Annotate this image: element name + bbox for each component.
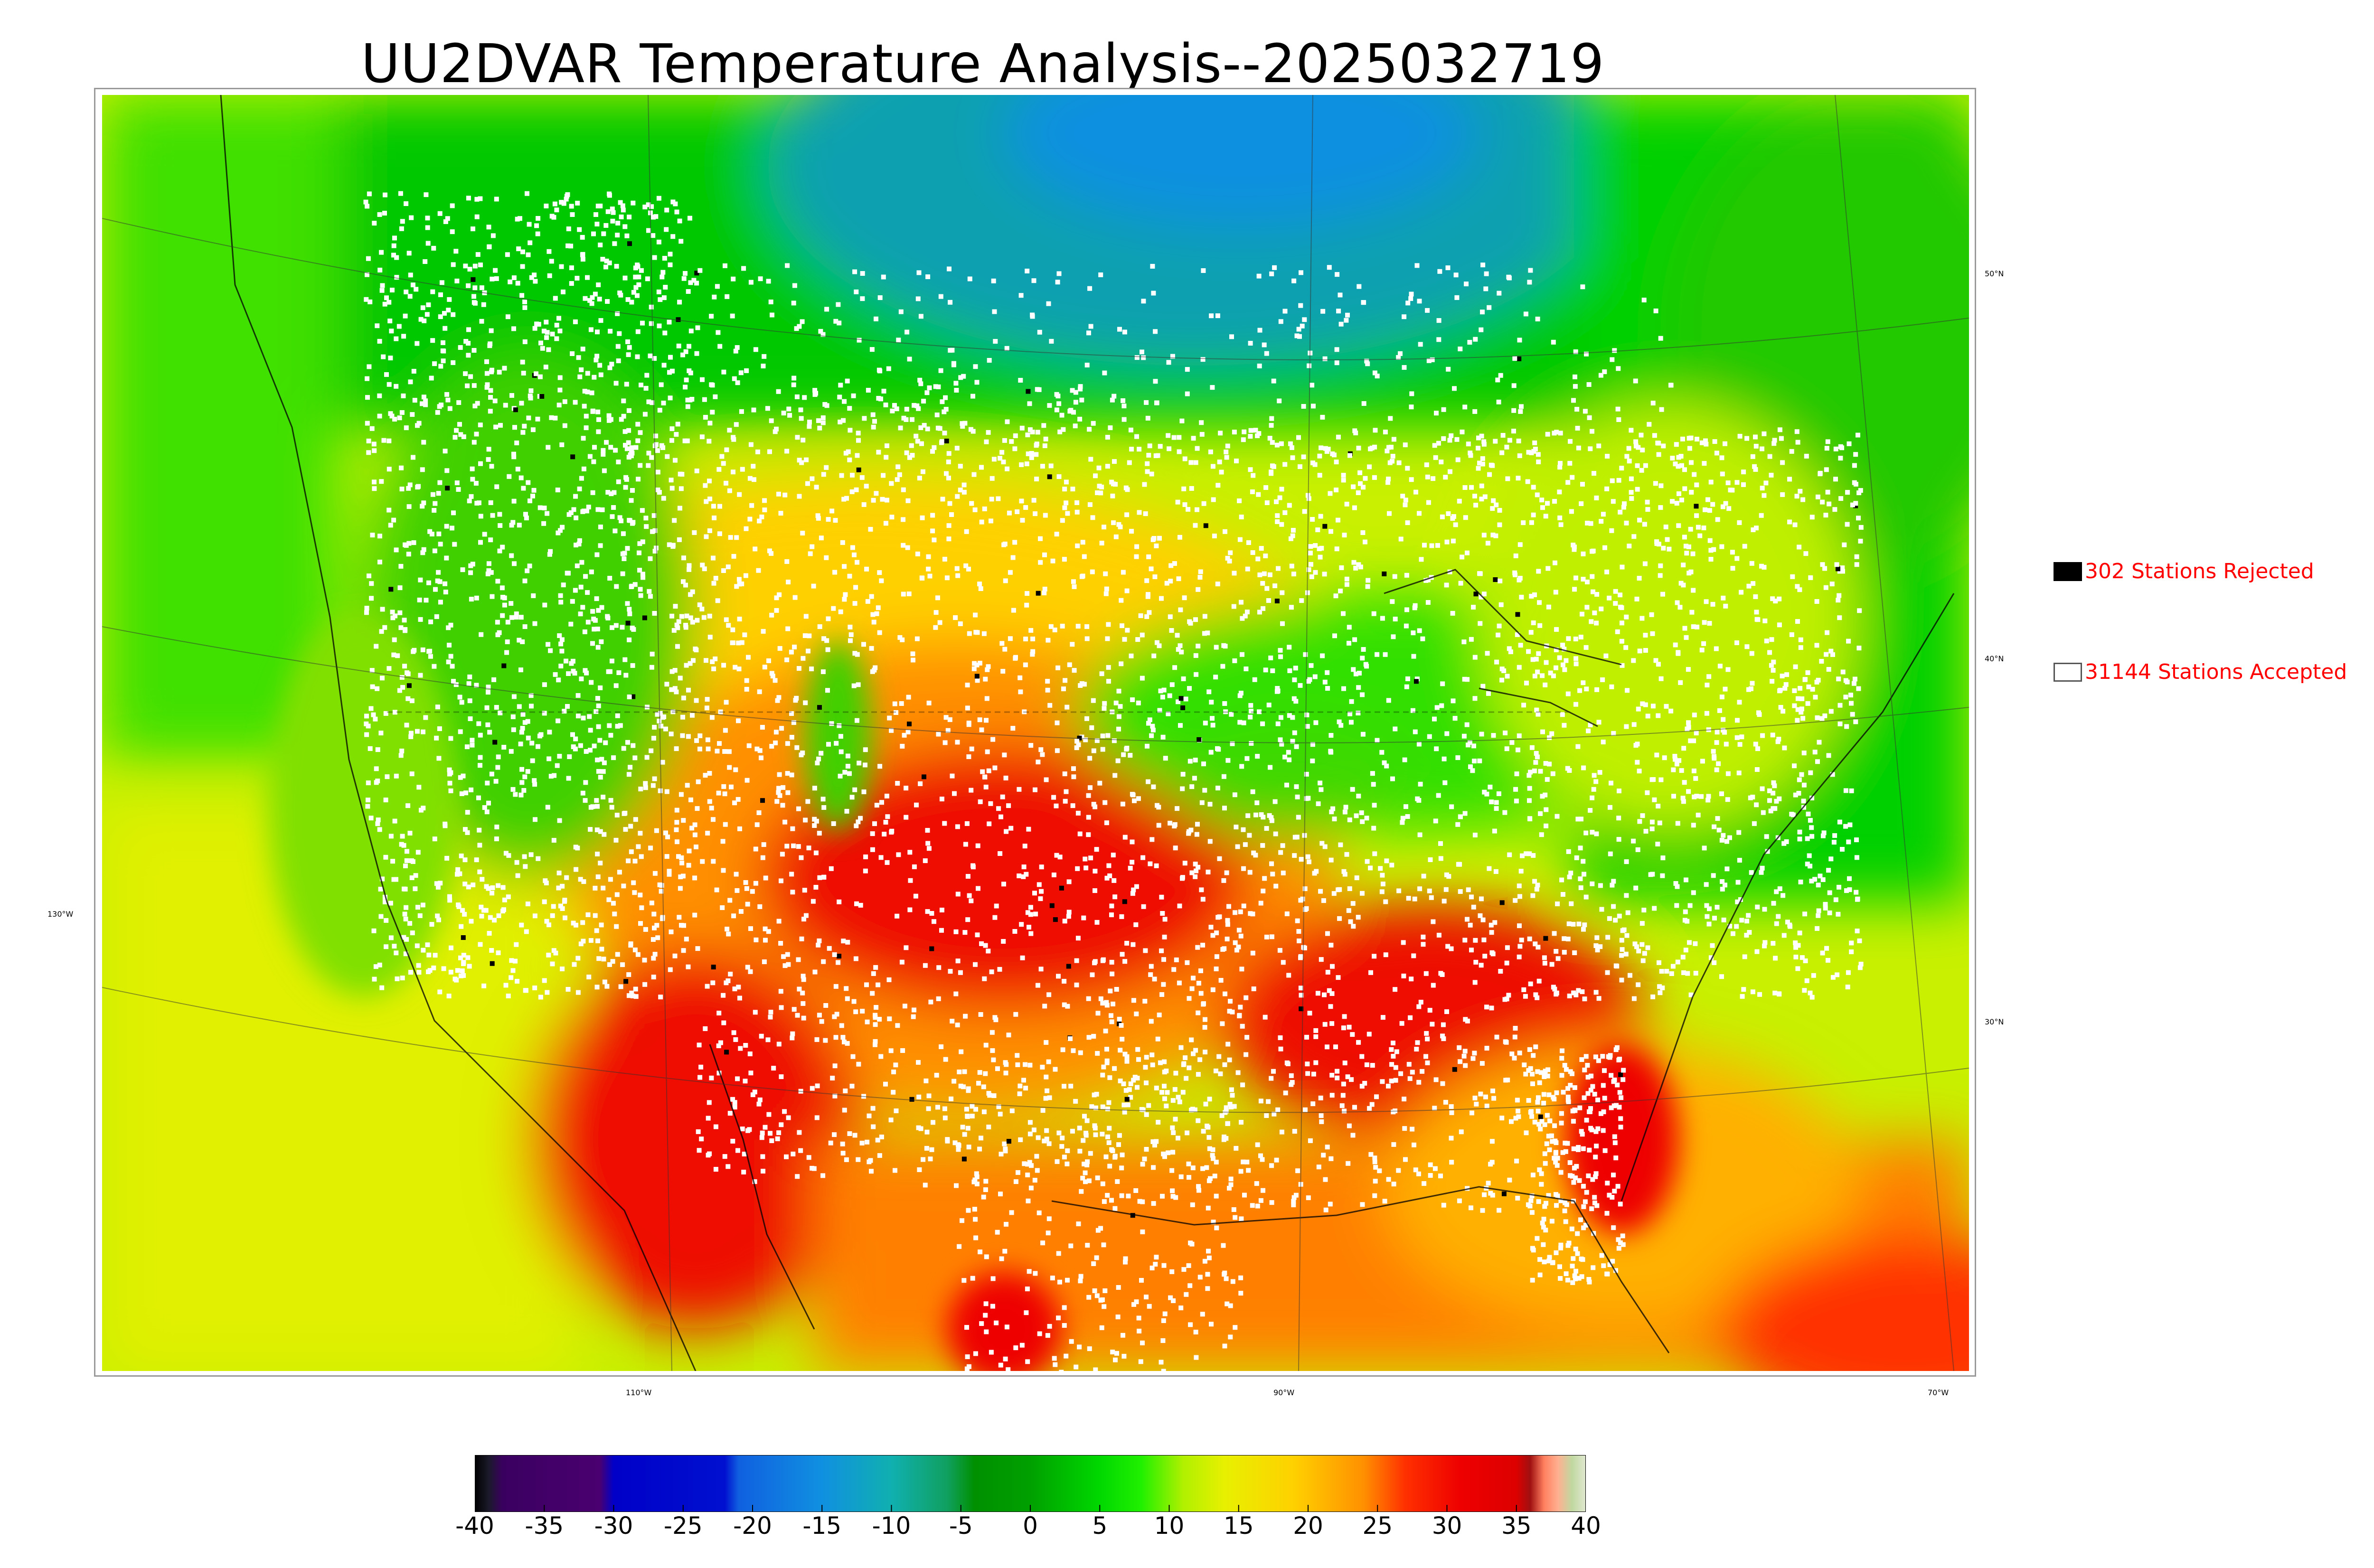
accepted-swatch [2054, 662, 2082, 682]
colorbar-tick-label: -10 [872, 1512, 911, 1540]
colorbar-tick-label: -35 [525, 1512, 564, 1540]
legend-accepted: 31144 Stations Accepted [2054, 660, 2347, 684]
colorbar-tick-label: 0 [1023, 1512, 1038, 1540]
lat-label-50: 50°N [1985, 269, 2004, 278]
colorbar-tick-label: 15 [1223, 1512, 1254, 1540]
coastlines [220, 95, 1955, 1371]
lon-label-70: 70°W [1928, 1388, 1949, 1397]
rejected-swatch [2054, 562, 2082, 581]
temperature-map [102, 95, 1969, 1371]
lat-label-40: 40°N [1985, 654, 2004, 663]
colorbar-tick-label: 20 [1293, 1512, 1323, 1540]
graticule [102, 95, 1969, 1371]
page-title: UU2DVAR Temperature Analysis--2025032719 [361, 33, 1605, 95]
colorbar-tick-label: 10 [1154, 1512, 1185, 1540]
colorbar-tick-label: -30 [594, 1512, 633, 1540]
accepted-label: 31144 Stations Accepted [2085, 660, 2347, 684]
colorbar-tick-label: 40 [1571, 1512, 1601, 1540]
colorbar-tick-label: 5 [1092, 1512, 1108, 1540]
station-markers [363, 191, 1864, 1371]
colorbar-tick-label: -20 [733, 1512, 772, 1540]
rejected-label: 302 Stations Rejected [2085, 559, 2314, 583]
lon-label-130: 130°W [47, 910, 74, 919]
colorbar-tick-label: -5 [949, 1512, 973, 1540]
colorbar-tick-label: 30 [1432, 1512, 1462, 1540]
lon-label-110: 110°W [626, 1388, 652, 1397]
colorbar-tick-label: 35 [1501, 1512, 1532, 1540]
colorbar-tick-label: -40 [455, 1512, 494, 1540]
lon-label-90: 90°W [1273, 1388, 1295, 1397]
colorbar-tick-label: 25 [1362, 1512, 1393, 1540]
colorbar-tick-label: -25 [663, 1512, 703, 1540]
map-frame [94, 88, 1976, 1377]
colorbar [475, 1455, 1586, 1512]
legend-rejected: 302 Stations Rejected [2054, 559, 2314, 583]
colorbar-tick-label: -15 [802, 1512, 842, 1540]
lat-label-30: 30°N [1985, 1017, 2004, 1026]
